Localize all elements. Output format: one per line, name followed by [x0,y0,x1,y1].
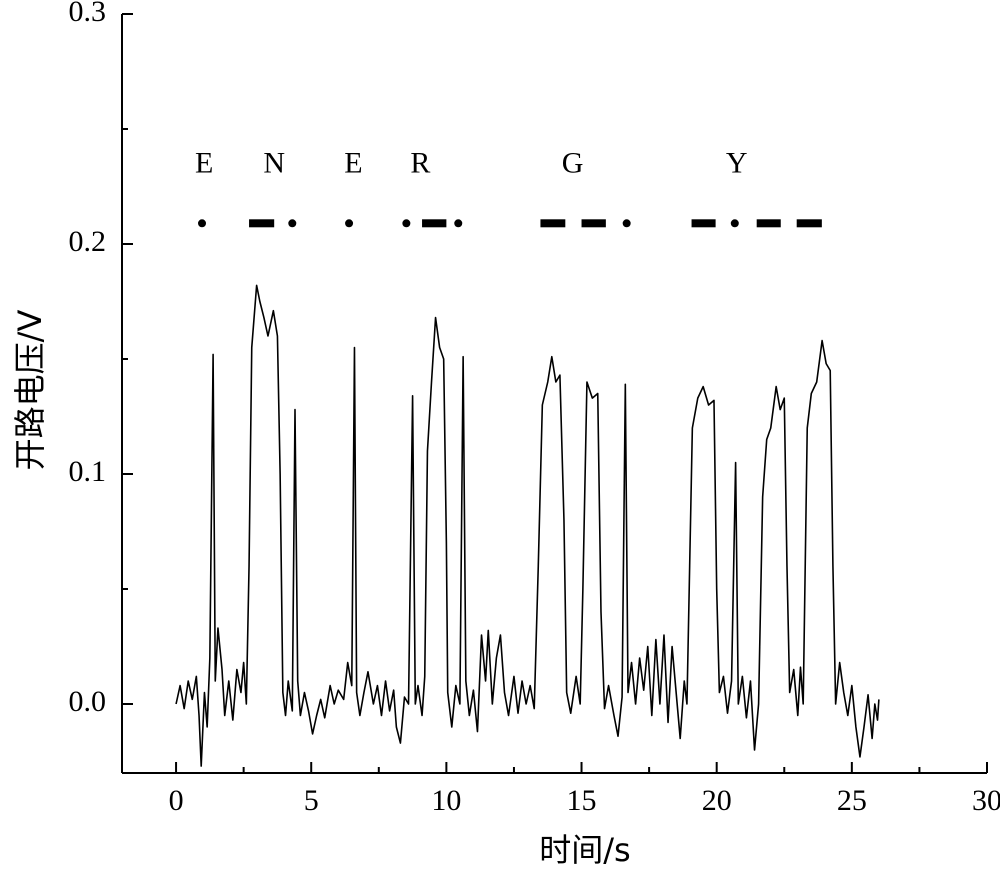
letter-label: R [410,147,430,180]
morse-dash [756,219,781,228]
x-tick-label: 20 [702,784,732,817]
y-tick-label: 0.0 [69,685,107,718]
x-axis-title: 时间/s [539,831,630,869]
morse-dash [691,219,716,228]
morse-dash [796,219,822,228]
x-tick-label: 5 [304,784,319,817]
morse-dot [288,219,297,228]
morse-dash [422,219,447,228]
morse-dot [402,219,411,228]
morse-dash [581,219,606,228]
letter-label: G [562,147,584,180]
letter-label: E [195,147,213,180]
morse-dot [198,219,207,228]
signal-line [175,284,880,767]
x-tick-label: 25 [837,784,867,817]
letter-label: N [263,147,285,180]
x-tick-label: 10 [431,784,461,817]
morse-dot [454,219,463,228]
morse-dot [622,219,631,228]
y-tick-label: 0.1 [69,455,107,488]
letter-label: Y [726,147,748,180]
x-tick-label: 30 [972,784,1000,817]
morse-dot [345,219,354,228]
letter-label: E [344,147,362,180]
y-axis-title: 开路电压/V [11,310,49,471]
y-tick-label: 0.3 [69,0,107,28]
x-tick-label: 0 [169,784,184,817]
morse-dash [249,219,275,228]
morse-dash [540,219,566,228]
y-tick-label: 0.2 [69,225,107,258]
x-tick-label: 15 [567,784,597,817]
morse-dot [730,219,739,228]
